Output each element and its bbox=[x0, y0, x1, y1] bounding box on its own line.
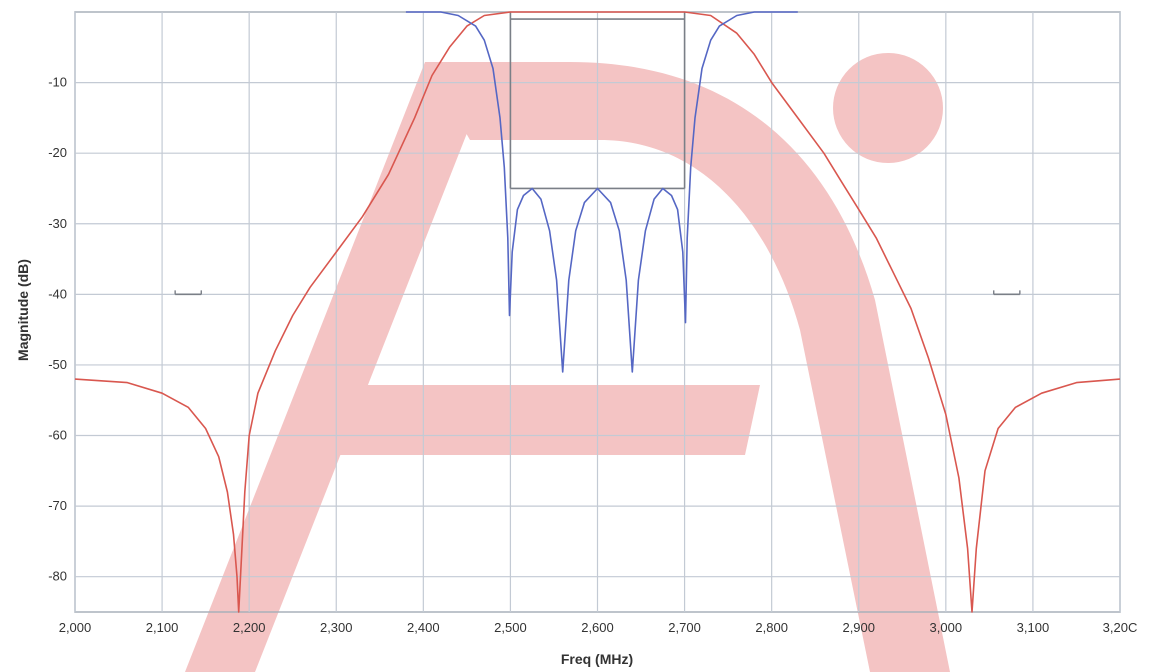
x-tick-label: 2,400 bbox=[407, 620, 440, 635]
x-tick-label: 3,000 bbox=[930, 620, 963, 635]
watermark-stroke-left bbox=[185, 62, 495, 672]
watermark-logo bbox=[185, 53, 950, 672]
watermark-crossbar bbox=[315, 385, 760, 455]
x-tick-label: 2,600 bbox=[581, 620, 614, 635]
y-tick-label: -40 bbox=[48, 286, 67, 301]
y-axis-label: Magnitude (dB) bbox=[15, 259, 31, 361]
series-line-2 bbox=[405, 11, 798, 373]
watermark-dot bbox=[833, 53, 943, 163]
y-tick-label: -60 bbox=[48, 428, 67, 443]
y-tick-label: -70 bbox=[48, 498, 67, 513]
series-line-1 bbox=[74, 11, 1121, 613]
x-axis-label: Freq (MHz) bbox=[561, 651, 633, 667]
x-tick-label: 3,100 bbox=[1017, 620, 1050, 635]
y-tick-label: -50 bbox=[48, 357, 67, 372]
x-tick-label: 2,800 bbox=[755, 620, 788, 635]
x-tick-label: 2,500 bbox=[494, 620, 527, 635]
x-tick-label: 2,100 bbox=[146, 620, 179, 635]
series-group bbox=[74, 11, 1121, 613]
x-tick-label: 3,20C bbox=[1103, 620, 1138, 635]
y-tick-label: -30 bbox=[48, 216, 67, 231]
y-tick-label: -20 bbox=[48, 145, 67, 160]
x-tick-label: 2,200 bbox=[233, 620, 266, 635]
x-tick-label: 2,300 bbox=[320, 620, 353, 635]
y-tick-label: -10 bbox=[48, 75, 67, 90]
y-tick-labels: -10 -20 -30 -40 -50 -60 -70 -80 bbox=[48, 75, 67, 584]
spec-masks bbox=[174, 12, 1021, 296]
y-tick-label: -80 bbox=[48, 569, 67, 584]
x-tick-labels: 2,000 2,100 2,200 2,300 2,400 2,500 2,600 2,700… bbox=[59, 620, 1138, 635]
x-tick-label: 2,000 bbox=[59, 620, 92, 635]
x-tick-label: 2,700 bbox=[668, 620, 701, 635]
watermark-arc bbox=[425, 62, 950, 672]
x-tick-label: 2,900 bbox=[842, 620, 875, 635]
